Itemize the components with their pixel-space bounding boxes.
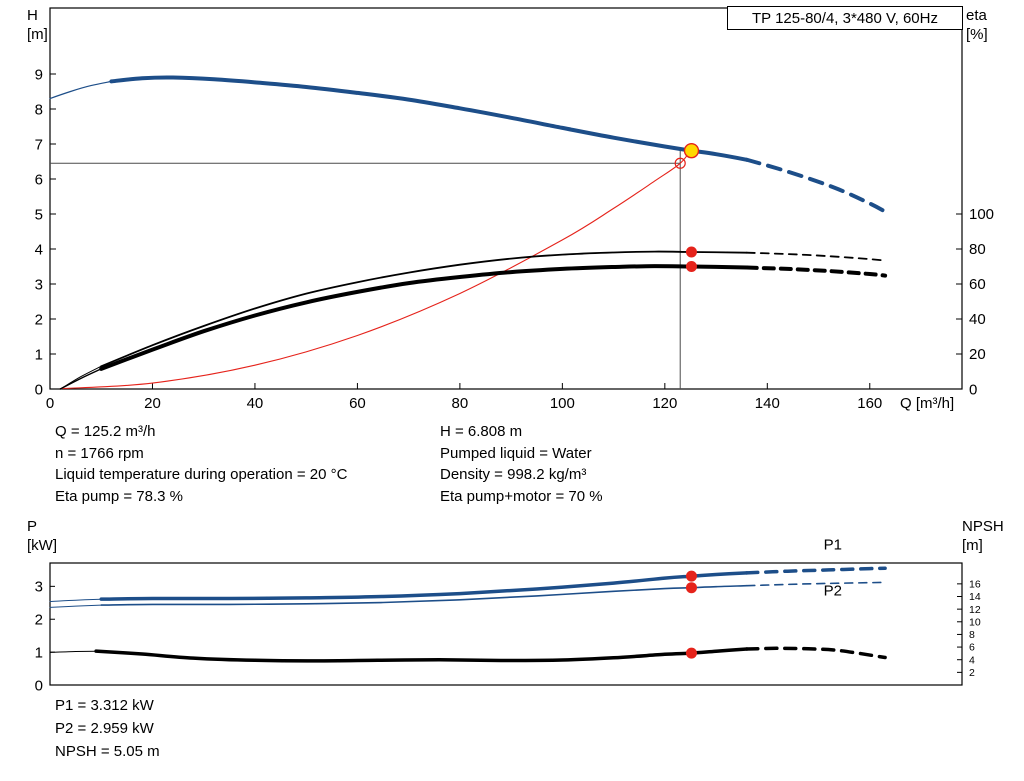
head-curve: [109, 75, 749, 162]
left-axis-tick-label: 0: [35, 381, 43, 398]
eta-axis-unit: [%]: [966, 26, 988, 43]
npsh-value-line: NPSH = 5.05 m: [55, 743, 160, 760]
eta-axis-symbol: eta: [966, 7, 987, 24]
head-axis-symbol: H: [27, 7, 38, 24]
p1-value-line: P1 = 3.312 kW: [55, 697, 154, 714]
operating-data-left: Q = 125.2 m³/h n = 1766 rpm Liquid tempe…: [55, 421, 347, 507]
plot-frame: [49, 562, 963, 686]
right-axis-tick-label: 8: [969, 629, 975, 641]
left-axis-tick-label: 1: [35, 644, 43, 661]
system-curve: [59, 148, 693, 390]
liquid-temperature-line: Liquid temperature during operation = 20…: [55, 466, 348, 483]
p1-curve-label: P1: [824, 537, 842, 554]
power-axis-symbol: P: [27, 518, 38, 535]
p1-curve-lead: [49, 598, 102, 602]
p2-curve-lead: [49, 604, 102, 608]
power-axis-label: P [kW]: [27, 517, 57, 555]
eta-pump-curve-extrapolated: [745, 251, 886, 262]
left-axis-tick-label: 1: [35, 346, 43, 363]
head-value-line: H = 6.808 m: [440, 423, 523, 440]
x-axis-tick-label: 40: [247, 395, 264, 412]
pump-model-label: TP 125-80/4, 3*480 V, 60Hz: [752, 9, 938, 27]
npsh-axis-label: NPSH [m]: [962, 517, 1004, 555]
flow-axis-label: Q [m³/h]: [900, 395, 955, 412]
eta-pump-motor-duty-point: [685, 260, 697, 272]
p2-curve-extrapolated: [746, 581, 886, 587]
head-efficiency-chart: 0 1 2 3 4 5 6 7 8 9 0 20 40 60 80 100 0 20 40 60 80 100 120 140…: [35, 7, 994, 412]
speed-value-line: n = 1766 rpm: [55, 444, 144, 462]
power-npsh-values: P1 = 3.312 kW P2 = 2.959 kW NPSH = 5.05 …: [55, 694, 160, 763]
operating-data-right: H = 6.808 m Pumped liquid = Water Densit…: [440, 421, 603, 507]
duty-point: [683, 142, 700, 159]
right-axis-tick-label: 0: [969, 381, 977, 398]
system-intersection-point: [674, 157, 686, 169]
eta-pump-line: Eta pump = 78.3 %: [55, 487, 183, 505]
left-axis-tick-label: 9: [35, 66, 43, 83]
x-axis-tick-label: 160: [857, 395, 882, 412]
right-axis-tick-label: 80: [969, 241, 986, 258]
head-curve-extrapolated: [744, 157, 888, 214]
right-axis-tick-label: 12: [969, 604, 981, 616]
head-axis-label: H [m]: [27, 6, 48, 44]
x-axis-tick-label: 80: [452, 395, 469, 412]
npsh-axis-symbol: NPSH: [962, 518, 1004, 535]
eta-pump-motor-curve-extrapolated: [744, 265, 888, 278]
left-axis-tick-label: 6: [35, 171, 43, 188]
npsh-duty-point: [685, 647, 697, 659]
eta-pump-duty-point: [685, 246, 697, 258]
eta-pump-motor-line: Eta pump+motor = 70 %: [440, 487, 603, 505]
flow-value-line: Q = 125.2 m³/h: [55, 423, 156, 440]
x-axis-tick-label: 0: [46, 395, 54, 412]
npsh-curve-extrapolated: [745, 646, 887, 660]
head-axis-unit: [m]: [27, 26, 48, 43]
left-axis-tick-label: 5: [35, 206, 43, 223]
npsh-curve-lead: [49, 650, 97, 653]
right-axis-tick-label: 60: [969, 276, 986, 293]
pump-model-box: TP 125-80/4, 3*480 V, 60Hz: [727, 6, 963, 30]
x-axis-tick-label: 100: [550, 395, 575, 412]
right-axis-tick-label: 4: [969, 654, 975, 666]
power-axis-unit: [kW]: [27, 537, 57, 554]
right-axis-tick-label: 16: [969, 579, 981, 591]
pumped-liquid-line: Pumped liquid = Water: [440, 444, 592, 462]
left-axis-tick-label: 7: [35, 136, 43, 153]
p2-curve-label: P2: [824, 583, 842, 600]
x-axis-tick-label: 20: [144, 395, 161, 412]
plot-frame: [49, 7, 963, 390]
p2-duty-point: [685, 582, 697, 594]
eta-pump-motor-curve-lead: [59, 368, 102, 390]
eta-axis-label: eta [%]: [966, 6, 988, 44]
density-line: Density = 998.2 kg/m³: [440, 466, 587, 483]
head-curve-lead: [49, 80, 113, 100]
npsh-curve: [94, 647, 749, 663]
npsh-axis-unit: [m]: [962, 537, 983, 554]
x-axis-tick-label: 140: [755, 395, 780, 412]
eta-pump-curve: [100, 250, 748, 368]
eta-pump-motor-curve: [99, 264, 749, 371]
right-axis-tick-label: 40: [969, 311, 986, 328]
right-axis-tick-label: 14: [969, 591, 981, 603]
right-axis-tick-label: 100: [969, 206, 994, 223]
left-axis-tick-label: 0: [35, 677, 43, 694]
right-axis-tick-label: 20: [969, 346, 986, 363]
x-axis-tick-label: 60: [349, 395, 366, 412]
p1-curve: [99, 571, 749, 601]
left-axis-tick-label: 2: [35, 611, 43, 628]
left-axis-tick-label: 3: [35, 276, 43, 293]
p2-value-line: P2 = 2.959 kW: [55, 720, 154, 737]
x-axis-tick-label: 120: [652, 395, 677, 412]
right-axis-tick-label: 10: [969, 616, 981, 628]
left-axis-tick-label: 3: [35, 579, 43, 596]
right-axis-tick-label: 2: [969, 667, 975, 679]
p1-duty-point: [685, 570, 697, 582]
left-axis-tick-label: 4: [35, 241, 43, 258]
left-axis-tick-label: 8: [35, 101, 43, 118]
left-axis-tick-label: 2: [35, 311, 43, 328]
p1-curve-extrapolated: [745, 566, 887, 575]
right-axis-tick-label: 6: [969, 642, 975, 654]
